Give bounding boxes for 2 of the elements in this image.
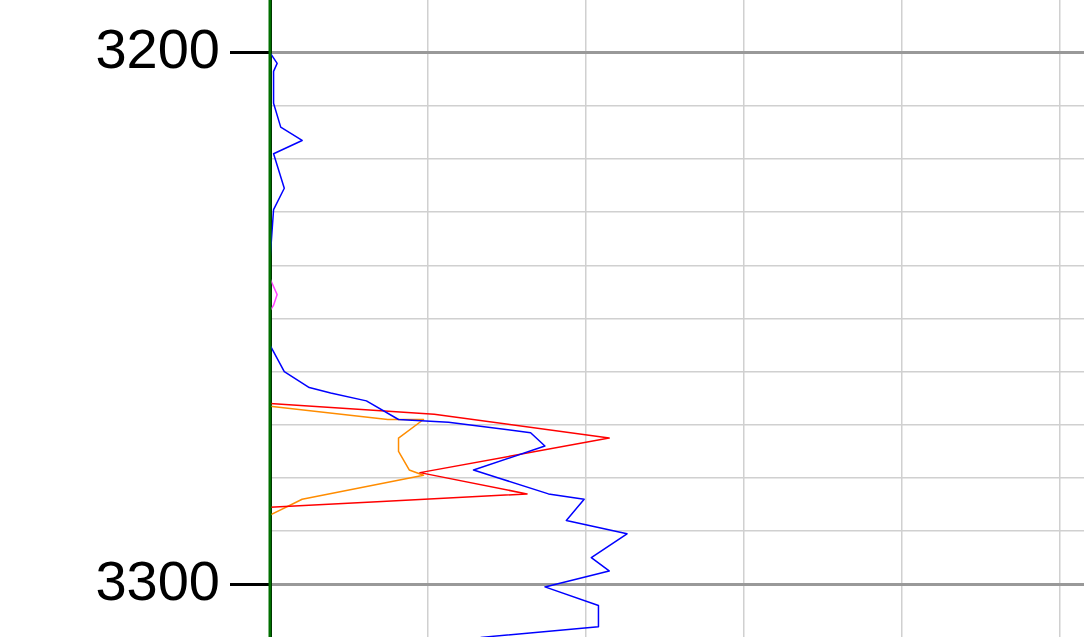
y-tick-label: 3200	[95, 17, 220, 81]
y-tick-label: 3300	[95, 548, 220, 612]
